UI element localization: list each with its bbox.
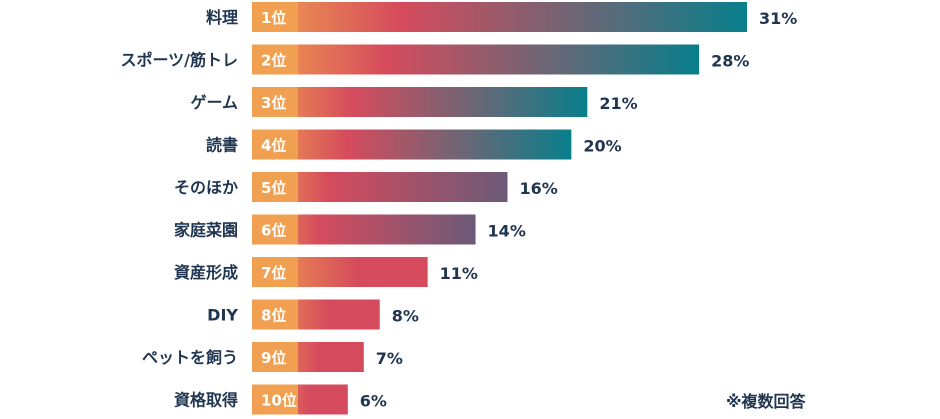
value-label-9: 7% bbox=[376, 349, 403, 368]
rank-label-1: 1位 bbox=[261, 9, 286, 27]
rank-box-4 bbox=[252, 129, 298, 160]
rank-label-5: 5位 bbox=[261, 179, 286, 197]
rank-label-4: 4位 bbox=[261, 137, 286, 155]
rank-box-2 bbox=[252, 44, 298, 75]
value-label-6: 14% bbox=[488, 222, 526, 241]
rank-box-7 bbox=[252, 257, 298, 287]
bar-2 bbox=[252, 44, 700, 75]
rank-label-10: 10位 bbox=[261, 392, 297, 410]
value-label-5: 16% bbox=[519, 179, 557, 198]
category-label-9: ペットを飼う bbox=[142, 348, 238, 367]
rank-box-5 bbox=[252, 172, 298, 202]
rank-box-9 bbox=[252, 342, 298, 372]
bars-layer: 1位 料理 31% 2位 スポーツ/筋トレ 28% 3位 ゲーム 21% 4位 読書 20% 5位 そのほ… bbox=[120, 2, 797, 415]
category-label-1: 料理 bbox=[206, 8, 238, 27]
value-label-10: 6% bbox=[360, 392, 387, 411]
rank-label-6: 6位 bbox=[261, 222, 286, 240]
value-label-3: 21% bbox=[599, 94, 637, 113]
footnote: ※複数回答 bbox=[726, 392, 806, 411]
category-label-4: 読書 bbox=[206, 136, 238, 155]
category-label-10: 資格取得 bbox=[174, 391, 238, 410]
rank-label-2: 2位 bbox=[261, 52, 286, 70]
rank-box-3 bbox=[252, 87, 298, 117]
rank-label-7: 7位 bbox=[261, 264, 286, 282]
rank-box-6 bbox=[252, 214, 298, 245]
bar-4 bbox=[252, 129, 572, 160]
rank-label-3: 3位 bbox=[261, 94, 286, 112]
rank-label-9: 9位 bbox=[261, 349, 286, 367]
category-label-8: DIY bbox=[207, 306, 238, 325]
rank-label-8: 8位 bbox=[261, 307, 286, 325]
bar-3 bbox=[252, 87, 588, 117]
rank-box-8 bbox=[252, 299, 298, 330]
value-label-2: 28% bbox=[711, 52, 749, 71]
value-label-7: 11% bbox=[440, 264, 478, 283]
category-label-3: ゲーム bbox=[190, 93, 238, 112]
value-label-8: 8% bbox=[392, 307, 419, 326]
category-label-2: スポーツ/筋トレ bbox=[120, 51, 238, 70]
value-label-4: 20% bbox=[583, 137, 621, 156]
category-label-5: そのほか bbox=[174, 178, 238, 197]
value-label-1: 31% bbox=[759, 9, 797, 28]
rank-box-10 bbox=[252, 384, 298, 415]
bar-1 bbox=[252, 2, 747, 32]
category-label-6: 家庭菜園 bbox=[174, 221, 238, 240]
rank-box-1 bbox=[252, 2, 298, 32]
category-label-7: 資産形成 bbox=[174, 263, 238, 282]
